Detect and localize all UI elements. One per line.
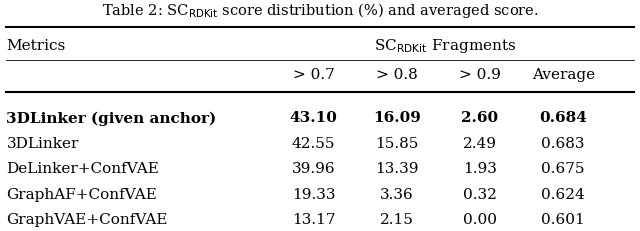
Text: > 0.7: > 0.7 [292, 68, 335, 82]
Text: Table 2: SC$_{\mathrm{RDKit}}$ score distribution (%) and averaged score.: Table 2: SC$_{\mathrm{RDKit}}$ score dis… [102, 1, 538, 20]
Text: 0.675: 0.675 [541, 162, 585, 176]
Text: 13.17: 13.17 [292, 213, 335, 226]
Text: > 0.9: > 0.9 [459, 68, 501, 82]
Text: 3.36: 3.36 [380, 187, 413, 201]
Text: 2.49: 2.49 [463, 136, 497, 150]
Text: 3DLinker (given anchor): 3DLinker (given anchor) [6, 111, 217, 125]
Text: 19.33: 19.33 [292, 187, 335, 201]
Text: 16.09: 16.09 [373, 111, 420, 125]
Text: 0.32: 0.32 [463, 187, 497, 201]
Text: GraphAF+ConfVAE: GraphAF+ConfVAE [6, 187, 157, 201]
Text: Average: Average [532, 68, 595, 82]
Text: > 0.8: > 0.8 [376, 68, 418, 82]
Text: 43.10: 43.10 [290, 111, 337, 125]
Text: 0.683: 0.683 [541, 136, 585, 150]
Text: 13.39: 13.39 [375, 162, 419, 176]
Text: GraphVAE+ConfVAE: GraphVAE+ConfVAE [6, 213, 168, 226]
Text: Metrics: Metrics [6, 39, 66, 53]
Text: SC$_{\mathrm{RDKit}}$ Fragments: SC$_{\mathrm{RDKit}}$ Fragments [374, 37, 516, 55]
Text: 2.60: 2.60 [461, 111, 499, 125]
Text: 3DLinker: 3DLinker [6, 136, 79, 150]
Text: 39.96: 39.96 [292, 162, 335, 176]
Text: 1.93: 1.93 [463, 162, 497, 176]
Text: 0.00: 0.00 [463, 213, 497, 226]
Text: DeLinker+ConfVAE: DeLinker+ConfVAE [6, 162, 159, 176]
Text: 15.85: 15.85 [375, 136, 419, 150]
Text: 0.684: 0.684 [540, 111, 587, 125]
Text: 2.15: 2.15 [380, 213, 413, 226]
Text: 0.601: 0.601 [541, 213, 585, 226]
Text: 42.55: 42.55 [292, 136, 335, 150]
Text: 0.624: 0.624 [541, 187, 585, 201]
